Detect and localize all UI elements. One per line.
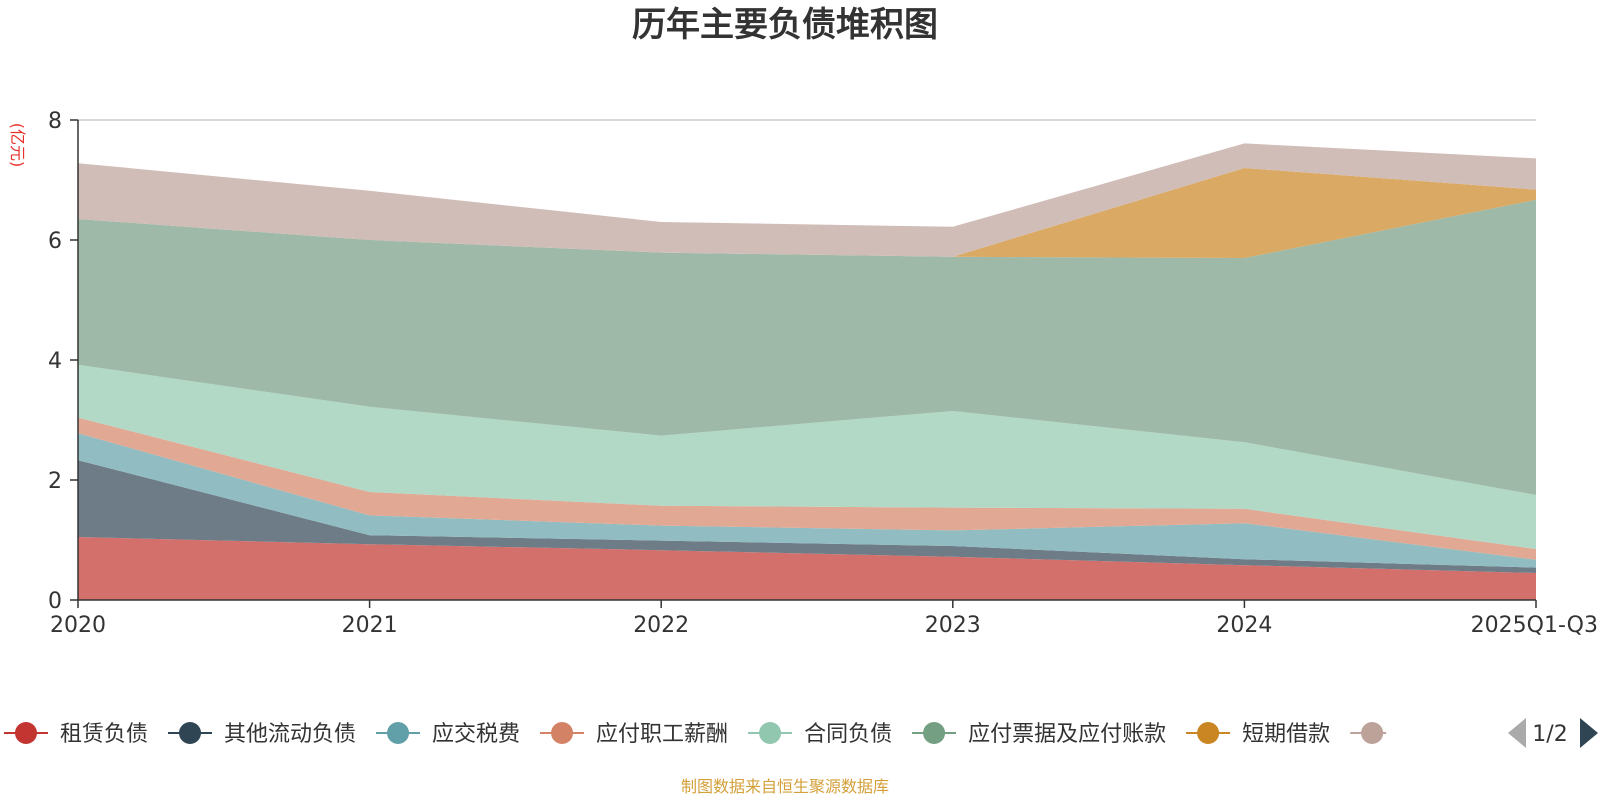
legend-marker (15, 722, 37, 744)
area-4 (78, 417, 1536, 560)
legend-page-indicator: 1/2 (1532, 722, 1567, 747)
axes: 0 2 4 6 8 2020 2021 2022 2023 2024 2025Q1-Q3 (48, 109, 1598, 638)
legend-item[interactable]: 短期借款 (1186, 722, 1330, 747)
legend-item[interactable]: 应付职工薪酬 (540, 722, 728, 747)
y-tick-label: 8 (48, 109, 62, 134)
y-tick-label: 4 (48, 349, 62, 374)
source-note: 制图数据来自恒生聚源数据库 (681, 777, 889, 796)
legend-label: 租赁负债 (60, 722, 148, 747)
legend-item[interactable]: 应付票据及应付账款 (912, 722, 1166, 747)
legend-label: 短期借款 (1242, 722, 1330, 747)
y-tick-label: 6 (48, 229, 62, 254)
area-7 (78, 168, 1536, 258)
y-unit-label: (亿元) (8, 123, 27, 168)
x-tick-label: 2022 (633, 613, 689, 638)
y-tick-label: 0 (48, 589, 62, 614)
area-5 (78, 364, 1536, 549)
area-8 (78, 143, 1536, 257)
area-series (78, 143, 1536, 600)
y-tick-label: 2 (48, 469, 62, 494)
area-1 (78, 537, 1536, 600)
legend-marker (759, 722, 782, 744)
legend: 租赁负债 其他流动负债 应交税费 应付职工薪酬 合同负债 应付票据及应付账款 短期借款 1/2 (4, 718, 1598, 748)
x-tick-label: 2020 (50, 613, 106, 638)
legend-marker (551, 722, 574, 744)
legend-marker (179, 722, 202, 744)
legend-label: 应交税费 (432, 722, 520, 747)
legend-marker (1197, 722, 1220, 744)
legend-item-partial[interactable] (1350, 722, 1394, 744)
legend-marker (923, 722, 946, 744)
legend-prev-icon[interactable] (1508, 718, 1526, 748)
area-2 (78, 460, 1536, 573)
legend-label: 应付票据及应付账款 (968, 722, 1166, 747)
legend-item[interactable]: 其他流动负债 (168, 722, 356, 747)
legend-next-icon[interactable] (1580, 718, 1598, 748)
legend-label: 合同负债 (804, 722, 892, 747)
legend-item[interactable]: 合同负债 (748, 722, 892, 747)
legend-item[interactable]: 租赁负债 (4, 722, 148, 747)
x-tick-label: 2025Q1-Q3 (1471, 613, 1598, 638)
legend-label: 其他流动负债 (224, 722, 356, 747)
x-tick-label: 2024 (1216, 613, 1272, 638)
legend-label: 应付职工薪酬 (596, 722, 728, 747)
chart-title: 历年主要负债堆积图 (632, 5, 938, 45)
area-3 (78, 433, 1536, 568)
legend-marker (387, 722, 410, 744)
area-6 (78, 199, 1536, 496)
x-tick-label: 2021 (342, 613, 398, 638)
x-tick-label: 2023 (925, 613, 981, 638)
legend-item[interactable]: 应交税费 (376, 722, 520, 747)
legend-marker (1361, 722, 1384, 744)
